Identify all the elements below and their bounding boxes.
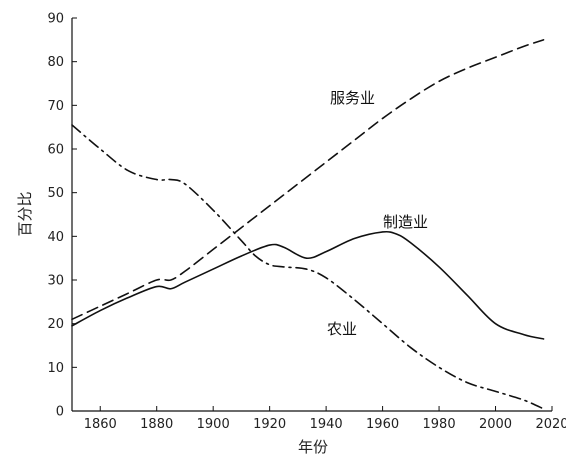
y-tick-label: 20 — [47, 317, 64, 332]
y-axis-title: 百分比 — [16, 191, 34, 236]
axes — [71, 18, 552, 412]
y-ticks: 0 10 20 30 40 50 60 70 80 90 — [47, 12, 77, 420]
x-tick-label: 1900 — [197, 417, 230, 432]
y-tick-label: 30 — [47, 274, 64, 289]
x-tick-label: 1920 — [253, 417, 286, 432]
series-group — [71, 39, 545, 410]
x-axis-title: 年份 — [298, 438, 328, 456]
y-tick-label: 70 — [47, 99, 64, 114]
x-tick-label: 2020 — [535, 417, 566, 432]
x-tick-label: 1960 — [366, 417, 399, 432]
y-tick-label: 0 — [56, 405, 64, 420]
x-tick-label: 1980 — [423, 417, 456, 432]
series-line-services — [71, 39, 545, 321]
series-label-services: 服务业 — [330, 89, 375, 107]
y-tick-label: 10 — [47, 361, 64, 376]
y-tick-label: 40 — [47, 230, 64, 245]
y-tick-label: 90 — [47, 12, 64, 27]
series-line-agriculture — [71, 124, 545, 410]
series-label-manufacturing: 制造业 — [383, 213, 428, 231]
x-tick-label: 1880 — [140, 417, 173, 432]
series-labels: 服务业 制造业 农业 — [327, 89, 428, 338]
y-tick-label: 80 — [47, 55, 64, 70]
y-tick-label: 60 — [47, 143, 64, 158]
x-tick-label: 1940 — [310, 417, 343, 432]
x-tick-label: 2000 — [479, 417, 512, 432]
series-label-agriculture: 农业 — [327, 320, 357, 338]
x-tick-label: 1860 — [84, 417, 117, 432]
y-tick-label: 50 — [47, 186, 64, 201]
series-line-manufacturing — [71, 230, 545, 340]
x-ticks: 1860 1880 1900 1920 1940 1960 1980 2000 2020 — [84, 406, 566, 432]
